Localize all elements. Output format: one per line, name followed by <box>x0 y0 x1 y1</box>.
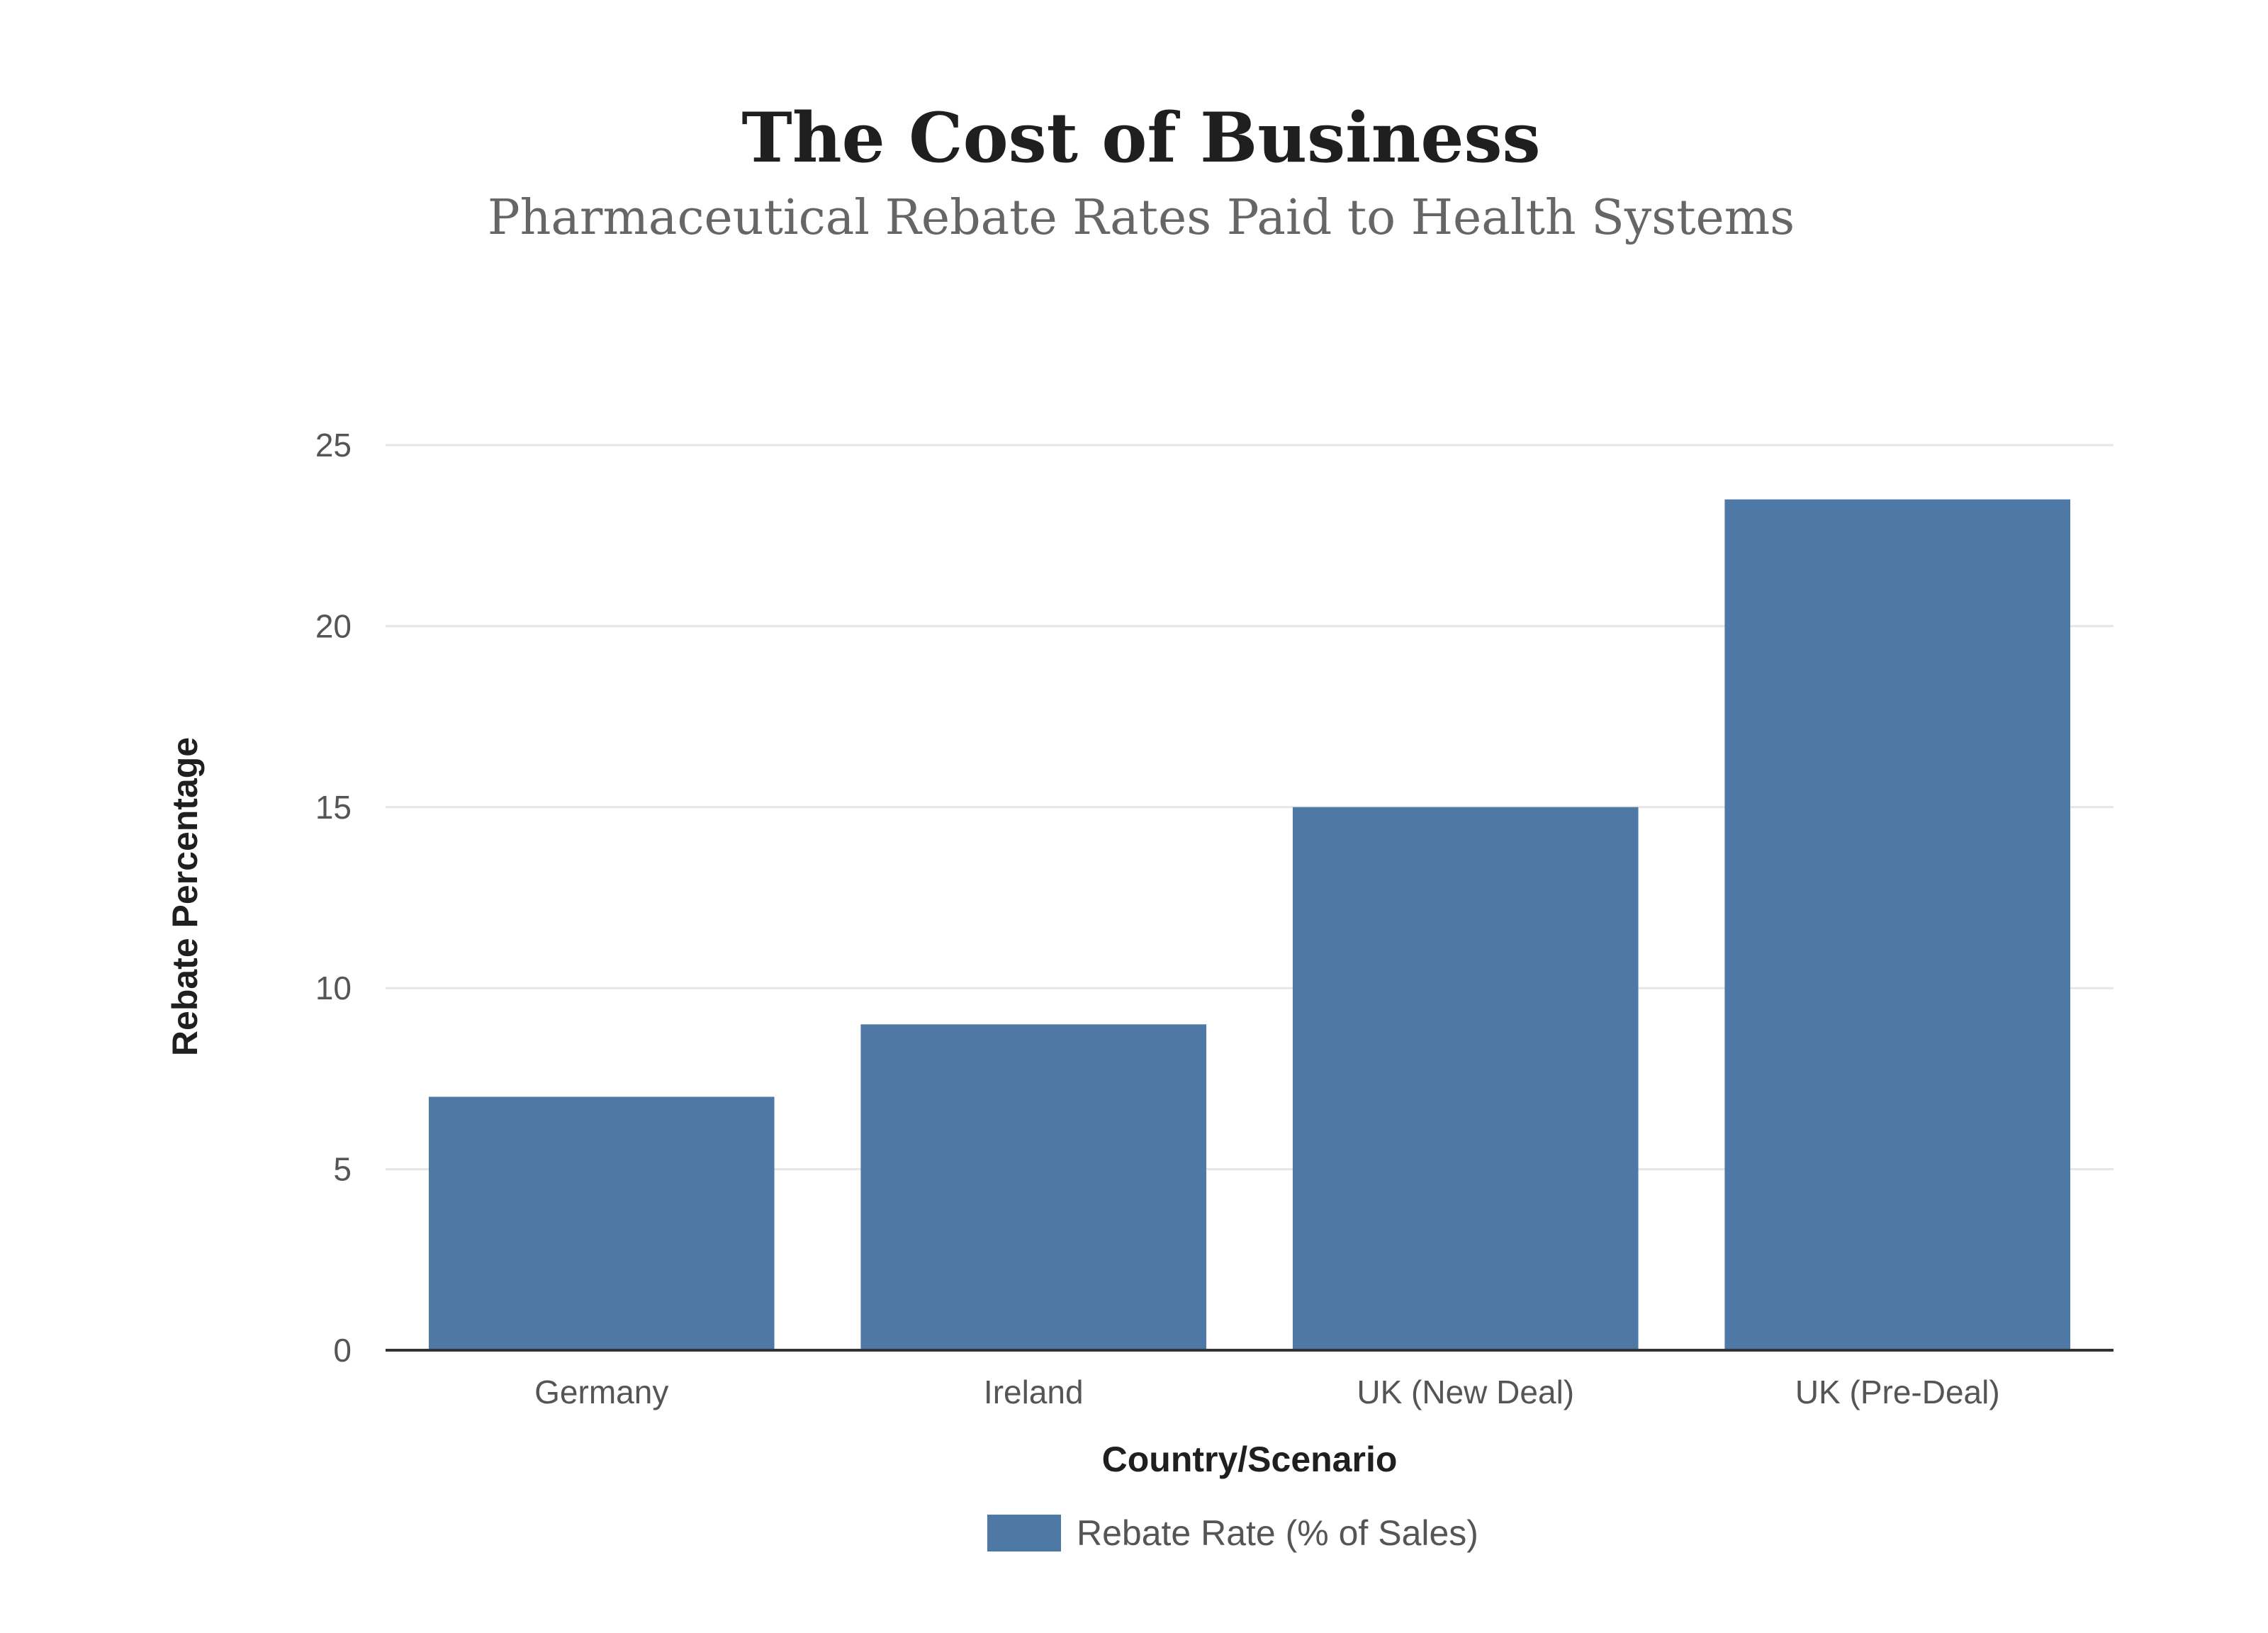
x-tick-label: UK (Pre-Deal) <box>1795 1374 2000 1410</box>
legend-swatch <box>987 1515 1061 1551</box>
y-tick-label: 5 <box>333 1151 352 1188</box>
bar[interactable] <box>1292 807 1639 1350</box>
bar[interactable] <box>428 1096 775 1350</box>
legend-label: Rebate Rate (% of Sales) <box>1077 1513 1478 1553</box>
y-tick-label: 25 <box>315 427 352 464</box>
y-axis-title: Rebate Percentage <box>165 737 205 1056</box>
y-tick-labels: 0 5 10 15 20 25 <box>315 427 352 1369</box>
x-tick-label: UK (New Deal) <box>1357 1374 1574 1410</box>
y-tick-label: 0 <box>333 1332 352 1369</box>
y-tick-label: 15 <box>315 789 352 826</box>
y-tick-label: 20 <box>315 607 352 644</box>
x-axis-title: Country/Scenario <box>1102 1440 1398 1479</box>
bars <box>428 499 2071 1350</box>
legend: Rebate Rate (% of Sales) <box>987 1513 1478 1553</box>
bar[interactable] <box>1724 499 2071 1350</box>
chart-subtitle: Pharmaceutical Rebate Rates Paid to Heal… <box>488 190 1795 246</box>
chart-title: The Cost of Business <box>741 98 1540 178</box>
x-tick-label: Ireland <box>984 1374 1084 1410</box>
bar[interactable] <box>860 1024 1207 1350</box>
y-tick-label: 10 <box>315 970 352 1006</box>
x-tick-labels: Germany Ireland UK (New Deal) UK (Pre-Deal) <box>534 1374 2000 1410</box>
x-tick-label: Germany <box>534 1374 668 1410</box>
